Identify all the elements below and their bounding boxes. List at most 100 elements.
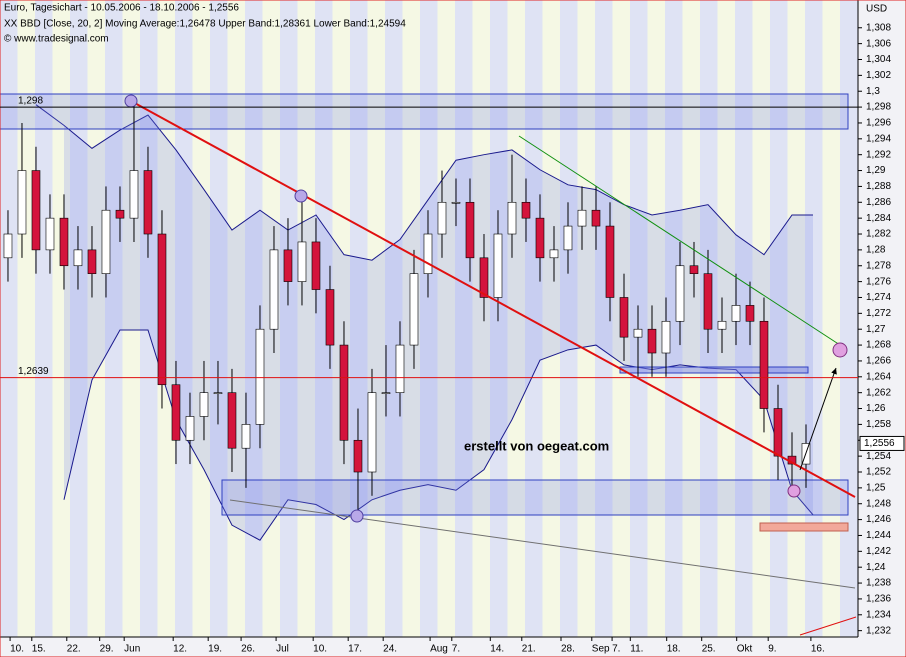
y-tick-label: 1,238 <box>866 578 891 589</box>
candle-body <box>759 320 769 409</box>
trend-line-red <box>130 100 856 498</box>
x-tick-label: 26. <box>241 644 255 655</box>
x-tick-label: 24. <box>383 644 397 655</box>
y-tick-label: 1,26 <box>866 403 886 414</box>
touch-point <box>350 509 364 523</box>
x-tick-label: Sep <box>592 644 610 655</box>
trend-line-gray <box>229 499 856 589</box>
y-tick-label: 1,264 <box>866 371 891 382</box>
touch-point <box>124 94 138 108</box>
y-tick-label: 1,246 <box>866 514 891 525</box>
x-tick-label: 7. <box>612 644 620 655</box>
target-point <box>832 342 848 358</box>
candle-body <box>731 305 741 322</box>
x-tick-label: 17. <box>348 644 362 655</box>
y-tick-label: 1,236 <box>866 594 891 605</box>
source: © www.tradesignal.com <box>4 34 109 45</box>
candle-body <box>87 249 97 274</box>
y-tick-label: 1,274 <box>866 292 891 303</box>
candle-body <box>241 424 251 449</box>
candle-body <box>199 392 209 417</box>
candle-body <box>451 201 461 204</box>
y-tick-label: 1,232 <box>866 625 891 636</box>
x-tick-label: Okt <box>737 644 753 655</box>
candle-body <box>185 416 195 441</box>
y-tick-label: 1,254 <box>866 451 891 462</box>
x-tick-label: 18. <box>667 644 681 655</box>
candle-body <box>115 209 125 219</box>
y-tick-label: 1,308 <box>866 22 891 33</box>
y-tick-label: 1,288 <box>866 181 891 192</box>
candle-body <box>773 408 783 457</box>
candle-body <box>325 289 335 346</box>
y-tick-label: 1,304 <box>866 54 891 65</box>
y-tick-label: 1,298 <box>866 102 891 113</box>
chart-subtitle: XX BBD [Close, 20, 2] Moving Average:1,2… <box>4 19 406 30</box>
y-tick-label: 1,302 <box>866 70 891 81</box>
band-fill <box>63 115 813 541</box>
candle-body <box>255 328 265 425</box>
last-price-label: 1,2556 <box>864 438 895 449</box>
x-tick-label: Jul <box>276 644 289 655</box>
candle-body <box>661 320 671 354</box>
x-tick-label: 22. <box>67 644 81 655</box>
y-tick-label: 1,3 <box>866 86 880 97</box>
candle-body <box>493 233 503 298</box>
y-tick-label: 1,284 <box>866 213 891 224</box>
band-upper <box>35 104 813 261</box>
y-tick-label: 1,248 <box>866 498 891 509</box>
target-zone <box>759 522 849 532</box>
candle-body <box>381 392 391 394</box>
candle-body <box>633 328 643 338</box>
x-tick-label: 11. <box>630 644 643 655</box>
y-tick-label: 1,266 <box>866 356 891 367</box>
candle-body <box>353 439 363 473</box>
annotation: erstellt von oegeat.com <box>464 438 609 453</box>
y-tick-label: 1,24 <box>866 562 886 573</box>
y-tick-label: 1,272 <box>866 308 891 319</box>
y-tick-label: 1,25 <box>866 483 886 494</box>
candle-body <box>297 241 307 282</box>
y-tick-label: 1,244 <box>866 530 891 541</box>
y-tick-label: 1,268 <box>866 340 891 351</box>
x-tick-label: 10. <box>313 644 327 655</box>
candle-body <box>619 297 629 338</box>
y-tick-label: 1,306 <box>866 38 891 49</box>
x-tick-label: 14. <box>490 644 504 655</box>
candle-body <box>577 209 587 227</box>
last-price-box <box>859 435 905 451</box>
x-tick-label: 21. <box>522 644 536 655</box>
y-tick-label: 1,27 <box>866 324 886 335</box>
candle-body <box>507 201 517 235</box>
level-label: 1,2639 <box>18 366 49 377</box>
projection-arrow <box>799 367 837 471</box>
candle-body <box>717 320 727 330</box>
candle-body <box>311 241 321 290</box>
x-tick-label: 12. <box>173 644 187 655</box>
candle-body <box>269 249 279 330</box>
y-tick-label: 1,28 <box>866 245 886 256</box>
candle-body <box>745 305 755 322</box>
candle-body <box>283 249 293 282</box>
candle-body <box>437 201 447 235</box>
x-tick-label: 19. <box>208 644 222 655</box>
candle-body <box>171 384 181 441</box>
candle-body <box>213 392 223 394</box>
y-tick-label: 1,29 <box>866 165 886 176</box>
candle-body <box>59 217 69 267</box>
candle-body <box>521 201 531 219</box>
level-label: 1,298 <box>18 96 43 107</box>
candle-body <box>423 233 433 274</box>
chart-title: Euro, Tagesichart - 10.05.2006 - 18.10.2… <box>4 3 239 14</box>
y-tick-label: 1,242 <box>866 546 891 557</box>
y-axis-panel <box>858 0 906 657</box>
y-tick-label: 1,278 <box>866 260 891 271</box>
candle-body <box>591 209 601 227</box>
resistance-zone <box>0 93 849 130</box>
candle-body <box>45 217 55 251</box>
y-tick-label: 1,234 <box>866 609 891 620</box>
y-tick-label: 1,282 <box>866 229 891 240</box>
candle-body <box>157 233 167 386</box>
x-tick-label: 29. <box>100 644 114 655</box>
